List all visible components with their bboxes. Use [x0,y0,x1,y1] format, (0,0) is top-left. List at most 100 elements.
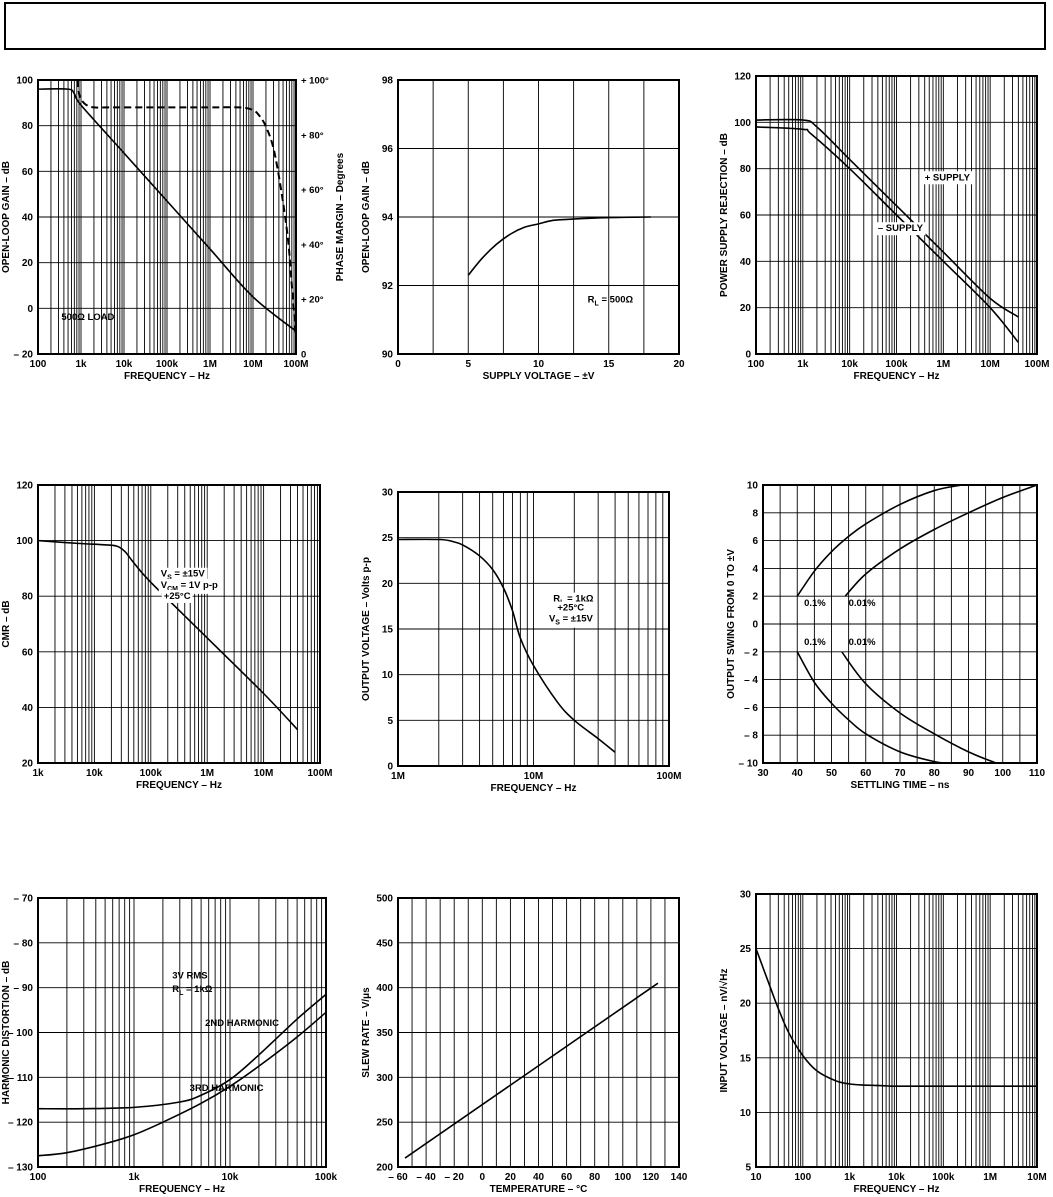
annotation: – SUPPLY [878,223,924,234]
x-tick-label: 70 [894,768,906,779]
x-tick-label: 10k [116,359,133,370]
grid [38,485,320,763]
y-tick-label: 25 [382,533,394,544]
y-tick-label: 5 [387,716,393,727]
annotation-bg [161,589,193,603]
annotation-bg [875,222,926,236]
series-line-1 [796,484,962,597]
x-axis-label: FREQUENCY – Hz [854,371,940,382]
x-tick-label: 100M [1024,359,1049,370]
y-axis-label: OPEN-LOOP GAIN – dB [361,161,372,273]
x-axis-label: FREQUENCY – Hz [124,371,210,382]
x-tick-label: 5 [465,359,471,370]
x-tick-label: 100k [932,1172,955,1183]
series-line-2 [37,1011,327,1157]
plot-frame [397,897,680,1168]
x-tick-label: 50 [826,768,838,779]
plot-frame [755,893,1038,1168]
x-tick-label: 60 [860,768,872,779]
annotation: 500Ω LOAD [61,312,114,323]
series-line-1 [37,993,327,1110]
y-tick-label: 200 [376,1163,393,1174]
y-tick-label: 0 [752,620,758,631]
plot-frame [397,79,680,355]
chart-8: – 60 – 40 – 20 0 20 40 60 80 100 120 140 200 250 300 3… [361,894,688,1196]
x-axis-label: TEMPERATURE – °C [490,1184,588,1195]
x-tick-label: – 60 [388,1172,408,1183]
y-tick-label: – 4 [744,675,758,686]
y-tick-label: – 80 [14,938,34,949]
y2-tick-label: + 20° [301,295,324,306]
x-tick-label: 100 [30,359,47,370]
x-tick-label: 0 [395,359,401,370]
y-tick-label: 100 [734,118,751,129]
grid [756,76,1037,354]
x-tick-label: 40 [533,1172,545,1183]
x-tick-label: 10k [86,768,103,779]
x-tick-label: 20 [673,359,685,370]
grid [763,485,1037,763]
y-tick-label: 40 [22,213,34,224]
x-tick-label: 80 [929,768,941,779]
y-tick-label: 10 [382,670,394,681]
x-tick-label: – 20 [444,1172,464,1183]
x-tick-label: 100 [614,1172,631,1183]
annotation-bg [555,601,587,615]
y-tick-label: 6 [752,536,758,547]
y-tick-label: 100 [16,536,33,547]
y-tick-label: – 130 [8,1163,33,1174]
series-line-1 [37,87,297,332]
x-tick-label: 100 [748,359,765,370]
y-tick-label: 100 [16,76,33,87]
y2-tick-label: + 100° [301,76,329,87]
y-tick-label: 20 [22,759,34,770]
x-tick-label: 90 [963,768,975,779]
series-line-1 [404,982,659,1159]
x-tick-label: 1M [983,1172,997,1183]
y-tick-label: – 100 [8,1028,33,1039]
y-tick-label: – 6 [744,703,758,714]
y-tick-label: 10 [740,1108,752,1119]
y-tick-label: 60 [22,167,34,178]
annotation: +25°C [557,603,584,614]
header-box [4,2,1046,50]
x-tick-label: 80 [589,1172,601,1183]
x-tick-label: 1k [32,768,44,779]
series-line-1 [397,538,616,753]
y-axis-label: INPUT VOLTAGE – nV/√Hz [719,968,730,1092]
y-tick-label: 40 [22,703,34,714]
x-tick-label: 100 [994,768,1011,779]
x-tick-label: 10 [750,1172,762,1183]
y-axis-label: CMR – dB [1,600,12,647]
chart-3: 100 1k 10k 100k 1M 10M 100M 0 20 40 60 80 100 120 FREQ… [719,72,1050,383]
y-tick-label: – 120 [8,1118,33,1129]
series-line-3 [796,651,949,764]
y2-tick-label: + 80° [301,130,324,141]
x-tick-label: 10k [841,359,858,370]
x-tick-label: 1M [936,359,950,370]
y2-tick-label: + 60° [301,185,324,196]
series-line-1 [467,216,651,276]
annotation: 0.1% [804,598,826,609]
y-tick-label: – 2 [744,647,758,658]
x-tick-label: 20 [505,1172,517,1183]
y-tick-label: 15 [382,625,394,636]
series-line-2 [755,126,1019,343]
y-tick-label: 80 [22,592,34,603]
y2-tick-label: 0 [301,350,306,361]
y-tick-label: 60 [22,647,34,658]
grid [38,898,326,1167]
x-tick-label: 100k [140,768,163,779]
y-tick-label: 10 [747,481,759,492]
grid [398,492,669,766]
y-tick-label: 98 [382,76,394,87]
x-axis-label: FREQUENCY – Hz [854,1184,940,1195]
y-tick-label: 8 [752,508,758,519]
chart-4: 1k 10k 100k 1M 10M 100M 20 40 60 80 100 120 FREQUENC… [1,481,333,792]
x-tick-label: 0 [480,1172,486,1183]
x-tick-label: 140 [671,1172,688,1183]
y-tick-label: 15 [740,1053,752,1064]
y-tick-label: – 8 [744,731,758,742]
x-tick-label: 100k [885,359,908,370]
series-line-1 [37,539,299,731]
